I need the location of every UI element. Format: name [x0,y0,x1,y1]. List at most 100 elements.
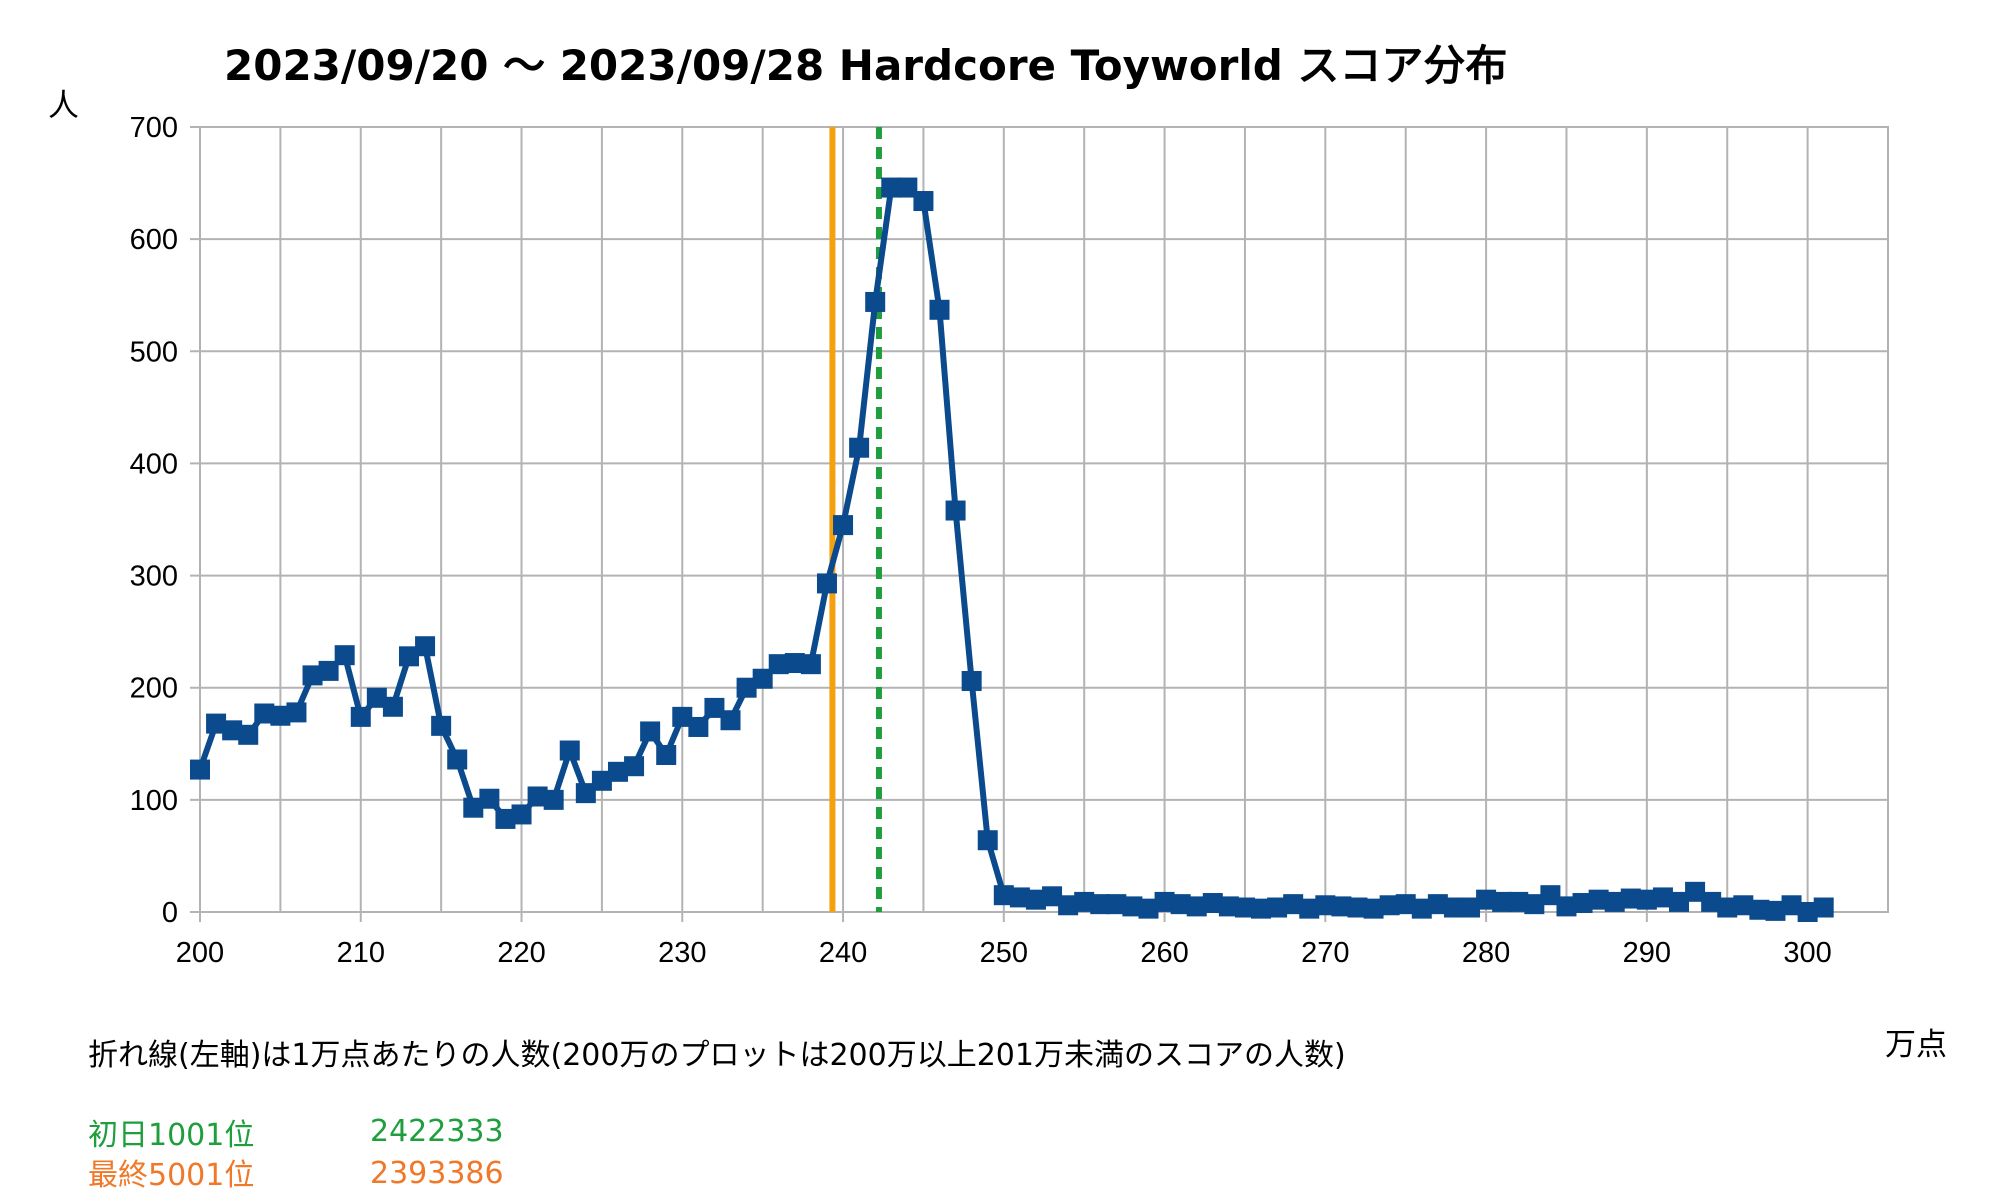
data-point [784,653,805,674]
data-point [1636,889,1657,910]
data-point [591,770,612,791]
data-point [431,715,452,736]
data-point [206,713,227,734]
data-point [318,660,339,681]
data-point [1154,891,1175,912]
data-point [1427,894,1448,915]
y-tick-label: 300 [130,561,178,593]
data-point [1267,897,1288,918]
y-tick-label: 100 [130,785,178,817]
data-point [1765,900,1786,921]
chart-note: 折れ線(左軸)は1万点あたりの人数(200万のプロットは200万以上201万未満… [88,1038,1346,1073]
data-point [945,500,966,521]
data-point [463,797,484,818]
data-point [1669,891,1690,912]
data-point [672,706,693,727]
data-point [334,645,355,666]
data-point [913,191,934,212]
data-point [1588,889,1609,910]
data-point [382,696,403,717]
x-tick-label: 260 [1140,937,1188,969]
data-point [1540,885,1561,906]
data-point [302,665,323,686]
data-point [688,716,709,737]
data-point [1170,894,1191,915]
data-point [495,808,516,829]
data-point [1283,894,1304,915]
data-point [1042,886,1063,907]
data-point [1556,896,1577,917]
x-axis-unit-label: 万点 [1885,1027,1947,1063]
data-point [543,789,564,810]
x-tick-label: 270 [1301,937,1349,969]
data-point [1652,887,1673,908]
final-rank-value: 2393386 [370,1156,504,1191]
data-point [575,783,596,804]
data-point [1604,891,1625,912]
data-point [720,710,741,731]
data-point [1460,897,1481,918]
data-point [447,749,468,770]
series-line [197,184,1825,915]
x-tick-label: 250 [980,937,1028,969]
data-point [1025,889,1046,910]
first-day-rank-value: 2422333 [370,1114,504,1149]
data-point [1122,896,1143,917]
data-point [1733,895,1754,916]
data-point [1090,894,1111,915]
x-tick-label: 290 [1623,937,1671,969]
first-day-rank-label: 初日1001位 [88,1118,255,1153]
data-point [1492,891,1513,912]
data-point [270,705,291,726]
x-tick-label: 230 [658,937,706,969]
data-point [800,654,821,675]
data-point [656,745,677,765]
data-point [640,721,661,742]
data-point [1781,895,1802,916]
data-point [881,177,902,198]
data-point [1074,891,1095,912]
data-point [1251,898,1272,919]
y-tick-label: 400 [130,448,178,480]
series-group [190,177,1834,922]
data-point [527,786,548,807]
data-point [624,756,645,777]
data-point [1379,895,1400,916]
data-point [398,646,419,667]
data-point [254,703,275,724]
x-tick-label: 200 [176,937,224,969]
data-point [833,515,854,536]
data-point [1797,902,1818,922]
y-tick-label: 200 [130,673,178,705]
data-point [1620,888,1641,909]
x-tick-label: 240 [819,937,867,969]
data-point [1749,899,1770,920]
data-point [929,299,950,320]
y-tick-label: 700 [130,112,178,144]
x-tick-label: 280 [1462,937,1510,969]
x-tick-labels: 200 210 220 230 240 250 260 270 280 290 300 [176,937,1832,969]
data-point [1572,893,1593,914]
data-point [1186,896,1207,917]
data-point [1813,897,1834,918]
data-point [1508,891,1529,912]
data-point [1701,891,1722,912]
data-point [350,706,371,727]
data-point [1717,897,1738,918]
data-point [1234,897,1255,918]
data-point [704,697,725,718]
data-point [897,177,918,198]
data-point [190,759,210,780]
data-point [607,761,628,782]
plot-area [199,126,1889,913]
data-point [736,677,757,698]
data-point [993,885,1014,906]
data-point [559,740,580,761]
data-point [1202,893,1223,914]
data-point [1395,894,1416,915]
data-point [286,702,307,723]
data-point [1315,895,1336,916]
y-axis-unit-label: 人 [48,88,79,124]
data-point [1363,898,1384,919]
data-point [1058,895,1079,916]
